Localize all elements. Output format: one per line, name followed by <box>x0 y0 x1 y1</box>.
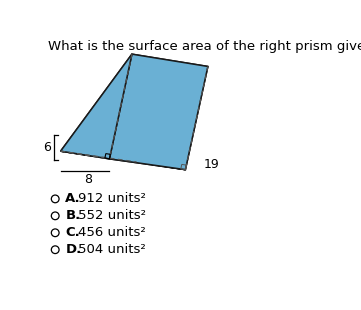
Text: A.: A. <box>65 193 81 206</box>
Polygon shape <box>61 54 132 159</box>
Text: 19: 19 <box>204 158 220 171</box>
Text: 456 units²: 456 units² <box>78 226 146 239</box>
Text: 8: 8 <box>84 173 92 186</box>
Polygon shape <box>109 54 208 170</box>
Text: 552 units²: 552 units² <box>78 209 147 222</box>
Text: 504 units²: 504 units² <box>78 243 146 256</box>
Text: C.: C. <box>65 226 80 239</box>
Text: What is the surface area of the right prism given below?: What is the surface area of the right pr… <box>48 40 361 53</box>
Polygon shape <box>136 66 208 170</box>
Text: B.: B. <box>65 209 81 222</box>
Text: 912 units²: 912 units² <box>78 193 146 206</box>
Text: 6: 6 <box>43 141 51 154</box>
Polygon shape <box>61 54 208 162</box>
Polygon shape <box>61 151 186 170</box>
Text: D.: D. <box>65 243 82 256</box>
